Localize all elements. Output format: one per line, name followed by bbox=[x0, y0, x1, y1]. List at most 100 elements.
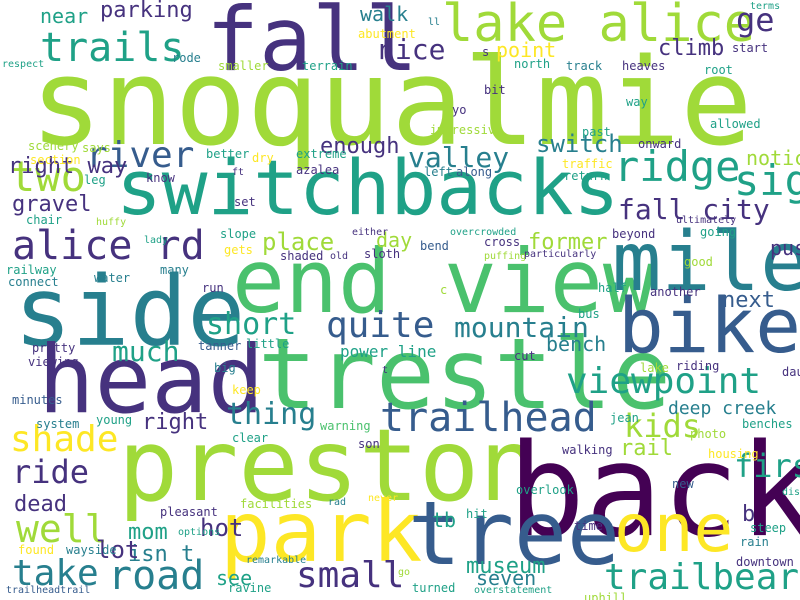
word: new bbox=[672, 477, 694, 491]
word: overcrowded bbox=[450, 227, 517, 238]
word: little bbox=[246, 337, 290, 351]
word: abutment bbox=[358, 27, 416, 41]
word: quite bbox=[326, 305, 435, 346]
word: point bbox=[496, 38, 557, 62]
word: right bbox=[142, 410, 209, 435]
word: connect bbox=[8, 275, 59, 289]
word: wayside bbox=[66, 543, 117, 557]
word: never bbox=[368, 493, 399, 504]
word: facilities bbox=[240, 497, 313, 511]
word: ride bbox=[12, 453, 90, 491]
word: options bbox=[178, 527, 221, 538]
word: pushing bbox=[770, 236, 800, 260]
word: keep bbox=[232, 383, 261, 397]
word: uphill bbox=[584, 591, 628, 600]
word: walk bbox=[360, 2, 409, 26]
word: impressive bbox=[430, 123, 503, 137]
word: young bbox=[96, 413, 133, 427]
word: bike bbox=[618, 281, 800, 370]
word: tanner bbox=[198, 339, 242, 353]
word: either bbox=[352, 227, 389, 238]
word: gets bbox=[224, 243, 253, 257]
word: trailbear bbox=[604, 557, 800, 598]
word: much bbox=[112, 335, 180, 368]
word: ge bbox=[736, 1, 775, 39]
word: deep creek bbox=[668, 398, 777, 419]
word: leg bbox=[84, 173, 106, 187]
word: near bbox=[40, 4, 89, 28]
word: found bbox=[18, 543, 55, 557]
word: ft bbox=[232, 167, 245, 178]
word: azalea bbox=[296, 163, 340, 177]
word: warning bbox=[320, 419, 371, 433]
word: s bbox=[482, 45, 490, 59]
word: isn t bbox=[128, 542, 195, 567]
word: switch bbox=[536, 130, 623, 158]
word: first bbox=[734, 447, 800, 485]
word: lake alice bbox=[442, 0, 756, 54]
word: benches bbox=[742, 417, 793, 431]
word: dead bbox=[14, 492, 67, 517]
word: slope bbox=[220, 227, 257, 241]
word: one bbox=[614, 490, 734, 567]
word: ultimately bbox=[676, 215, 737, 226]
word: take bbox=[12, 553, 99, 594]
word: enough bbox=[320, 134, 400, 159]
word: thing bbox=[226, 397, 317, 432]
word: housing bbox=[708, 447, 759, 461]
word: rain bbox=[740, 535, 769, 549]
word: viewpoint bbox=[566, 361, 762, 402]
word: alice rd bbox=[12, 223, 205, 269]
word: tree bbox=[408, 482, 620, 585]
word: trailheadtrail bbox=[6, 585, 91, 596]
word: mountain bbox=[454, 311, 589, 344]
word: well bbox=[16, 507, 108, 551]
word: big bbox=[214, 361, 236, 375]
word: traffic bbox=[562, 157, 613, 171]
word: overlook bbox=[516, 483, 574, 497]
word: bit bbox=[484, 83, 506, 97]
word: railway bbox=[6, 263, 57, 277]
word: section bbox=[30, 153, 81, 167]
word: north bbox=[514, 57, 551, 71]
word: better bbox=[206, 147, 250, 161]
word: overstatement bbox=[474, 585, 553, 596]
word: respect bbox=[2, 59, 45, 70]
word: set bbox=[234, 195, 256, 209]
word: b bbox=[742, 502, 756, 527]
word: nice bbox=[378, 33, 446, 66]
word: terrain bbox=[302, 59, 353, 73]
word: yo bbox=[452, 103, 467, 117]
word: past bbox=[582, 125, 611, 139]
word: mom bbox=[128, 520, 168, 545]
word: root bbox=[704, 63, 733, 77]
word: minutes bbox=[12, 393, 63, 407]
word: trailhead bbox=[380, 395, 597, 441]
word: bench bbox=[546, 332, 607, 356]
word: snoqualmie bbox=[30, 34, 753, 173]
word: dry bbox=[252, 151, 274, 165]
word: walking bbox=[562, 443, 613, 457]
word: head bbox=[38, 326, 265, 435]
word: rad bbox=[328, 497, 347, 508]
word: bus bbox=[578, 307, 600, 321]
word: gravel bbox=[12, 192, 92, 217]
word: preston bbox=[118, 407, 540, 524]
word: half bbox=[598, 281, 627, 295]
word: riding bbox=[676, 359, 720, 373]
word: trails bbox=[40, 25, 185, 71]
word: steep bbox=[750, 521, 787, 535]
word: road bbox=[108, 553, 205, 599]
word: another bbox=[650, 285, 701, 299]
word: c bbox=[440, 283, 448, 297]
word: heaves bbox=[622, 59, 666, 73]
word: photo bbox=[690, 427, 727, 441]
word: ravine bbox=[228, 581, 272, 595]
word: museum bbox=[466, 554, 546, 579]
word: scenery bbox=[28, 139, 79, 153]
word: climb bbox=[658, 36, 725, 61]
word: parking bbox=[100, 0, 193, 23]
word: shaded bbox=[280, 249, 324, 263]
word: back bbox=[508, 417, 800, 566]
word: time bbox=[574, 519, 603, 533]
